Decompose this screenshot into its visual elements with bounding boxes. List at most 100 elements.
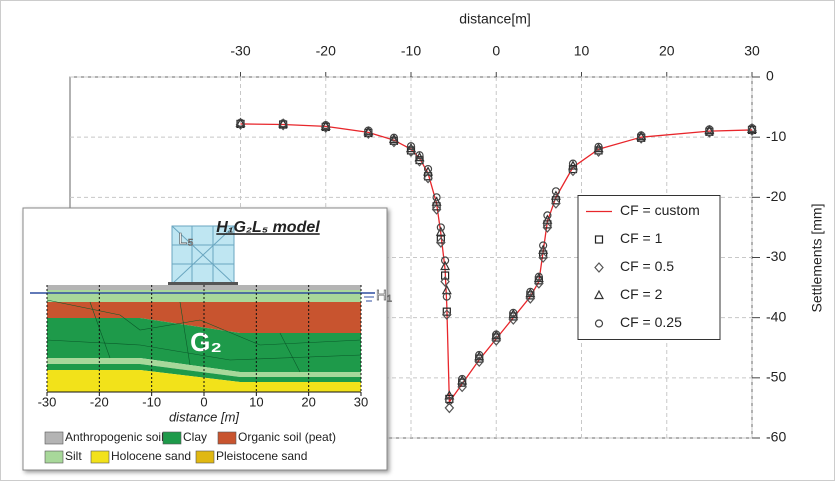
marker <box>594 262 604 273</box>
marker <box>704 124 715 135</box>
inset-legend-swatch <box>44 431 64 445</box>
marker <box>594 289 604 300</box>
x-tick-label: 30 <box>744 43 760 59</box>
legend-box <box>577 195 721 340</box>
inset-x-tick-label: -20 <box>90 394 109 409</box>
marker <box>436 237 446 248</box>
inset-x-tick-label: -10 <box>142 394 161 409</box>
y-axis-title: Settlements [mm] <box>809 204 825 313</box>
marker <box>458 374 467 384</box>
y-tick-label: -60 <box>766 429 786 445</box>
marker <box>543 211 552 220</box>
marker <box>432 193 441 202</box>
marker <box>533 272 544 283</box>
marker <box>474 350 485 361</box>
marker <box>320 120 331 130</box>
marker <box>534 272 543 281</box>
marker <box>440 260 451 271</box>
marker <box>436 235 445 244</box>
marker <box>415 151 424 160</box>
marker <box>431 203 442 215</box>
inset-legend-swatch <box>162 431 182 445</box>
marker <box>550 190 561 200</box>
inset-x-tick-label: 30 <box>354 394 368 409</box>
marker <box>509 308 518 317</box>
marker <box>551 187 561 196</box>
marker <box>432 202 441 211</box>
marker <box>389 133 399 142</box>
x-tick-label: 20 <box>659 43 675 59</box>
marker <box>538 252 548 263</box>
marker <box>431 196 442 206</box>
x-tick-label: -10 <box>401 43 421 59</box>
marker <box>747 124 757 133</box>
legend-label: CF = 0.25 <box>620 314 682 330</box>
water-symbol <box>364 296 374 302</box>
marker <box>436 223 445 232</box>
marker <box>445 396 454 405</box>
marker <box>551 197 561 209</box>
y-tick-label: -10 <box>766 128 786 144</box>
marker <box>442 309 452 321</box>
inset-legend-swatch <box>217 431 237 445</box>
marker <box>567 160 578 170</box>
marker <box>538 244 549 254</box>
water-label: H₁ <box>376 287 392 304</box>
marker <box>435 226 446 236</box>
inset-legend-label: Clay <box>183 430 207 444</box>
marker <box>321 121 330 130</box>
marker <box>444 402 455 414</box>
marker <box>442 307 451 316</box>
marker <box>414 155 425 167</box>
ground-label: G₂ <box>190 327 222 357</box>
marker <box>406 142 416 153</box>
inset-x-axis-title: distance [m] <box>169 409 239 424</box>
inset-legend-swatch <box>195 450 215 464</box>
marker <box>551 196 561 205</box>
inset-legend-swatch <box>90 450 110 464</box>
legend-label: CF = 1 <box>620 230 663 246</box>
marker <box>457 375 468 385</box>
foundation <box>168 282 238 286</box>
marker <box>747 123 757 133</box>
marker <box>568 159 578 168</box>
marker <box>406 142 416 151</box>
marker <box>441 256 450 265</box>
marker <box>526 287 535 296</box>
marker <box>444 390 455 400</box>
marker <box>636 130 647 141</box>
legend-label: CF = custom <box>620 202 700 218</box>
marker <box>508 308 519 319</box>
legend-label: CF = 2 <box>620 286 663 302</box>
marker <box>594 235 604 244</box>
inset-x-tick-label: 0 <box>200 394 207 409</box>
marker <box>539 241 548 250</box>
marker <box>542 222 553 233</box>
building-frame <box>171 225 235 285</box>
inset-x-tick-label: -30 <box>38 394 57 409</box>
marker <box>593 142 604 153</box>
inset-x-tick-label: 10 <box>249 394 263 409</box>
x-axis-title: distance[m] <box>459 11 531 27</box>
marker <box>705 125 714 134</box>
inset-legend-label: Anthropogenic soil <box>65 430 164 444</box>
y-tick-label: -50 <box>766 369 786 385</box>
x-tick-label: 0 <box>492 43 500 59</box>
y-tick-label: 0 <box>766 68 774 84</box>
marker <box>542 214 553 224</box>
inset-x-tick-label: 20 <box>301 394 315 409</box>
inset-legend-label: Silt <box>65 449 82 463</box>
marker <box>279 119 288 128</box>
marker <box>543 220 552 229</box>
x-tick-label: -20 <box>316 43 336 59</box>
inset-legend-label: Holocene sand <box>111 449 191 463</box>
marker <box>475 350 484 360</box>
y-tick-label: -30 <box>766 248 786 264</box>
marker <box>423 166 434 176</box>
marker <box>423 172 433 184</box>
marker <box>364 126 373 135</box>
marker <box>492 330 501 339</box>
mesh <box>46 299 362 373</box>
